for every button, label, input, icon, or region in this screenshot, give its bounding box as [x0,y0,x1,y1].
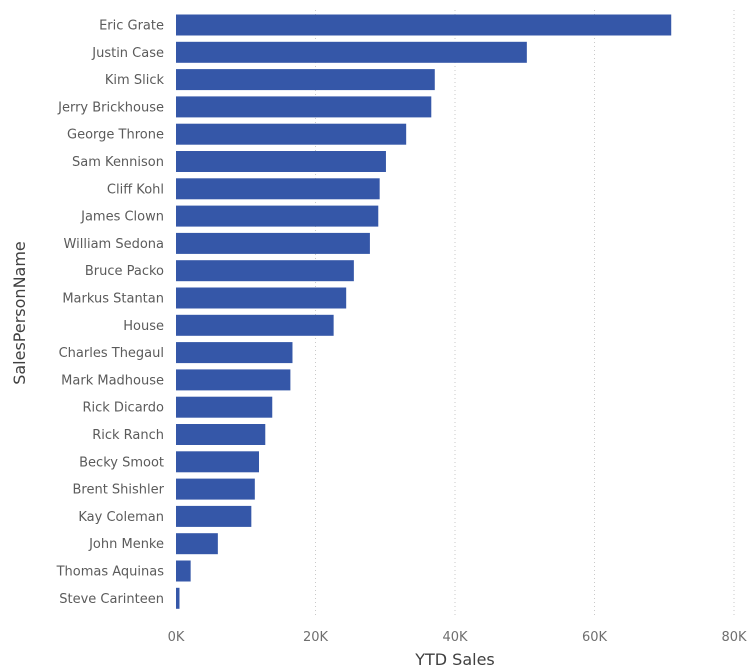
x-tick-labels: 0K 20K 40K 60K 80K [168,630,747,645]
category-label: Markus Stantan [62,292,164,307]
bar[interactable] [176,424,266,445]
bar[interactable] [176,232,370,254]
bar[interactable] [176,396,273,418]
category-label: Eric Grate [99,19,164,34]
bar[interactable] [176,314,334,336]
bar[interactable] [176,123,407,145]
bar[interactable] [176,587,180,609]
x-tick-label: 60K [582,630,608,645]
x-axis-title: YTD Sales [414,650,495,669]
category-label: Justin Case [91,46,164,61]
bar[interactable] [176,533,218,555]
category-label: Rick Dicardo [82,401,164,416]
bar[interactable] [176,41,527,63]
bar[interactable] [176,560,191,582]
x-tick-label: 40K [442,630,468,645]
category-label: House [123,319,164,334]
category-label: Brent Shishler [72,483,164,498]
bar[interactable] [176,14,672,36]
bar[interactable] [176,505,252,527]
bar[interactable] [176,451,260,473]
category-label: George Throne [67,128,164,143]
category-label: James Clown [80,210,164,225]
category-label: Bruce Packo [85,264,164,279]
bar[interactable] [176,178,380,200]
bar[interactable] [176,205,379,227]
category-label: Mark Madhouse [61,373,164,388]
y-axis-title: SalesPersonName [10,241,29,385]
category-label: Kim Slick [105,73,165,88]
category-label: Rick Ranch [92,428,164,443]
category-label: Charles Thegaul [59,346,164,361]
category-label: Jerry Brickhouse [57,100,164,115]
bar[interactable] [176,478,255,500]
x-tick-label: 20K [303,630,329,645]
bars [176,14,672,609]
category-label: John Menke [88,537,164,552]
category-label: Becky Smoot [79,455,164,470]
category-label: Thomas Aquinas [56,565,165,580]
category-label: Steve Carinteen [59,592,164,607]
x-tick-label: 80K [721,630,747,645]
bar[interactable] [176,260,354,282]
bar[interactable] [176,151,386,172]
category-labels: Eric Grate Justin Case Kim Slick Jerry Bric… [56,19,165,607]
bar[interactable] [176,342,293,364]
category-label: Cliff Kohl [107,182,164,197]
bar[interactable] [176,287,347,309]
category-label: Sam Kennison [72,155,164,170]
x-tick-label: 0K [168,630,185,645]
bar[interactable] [176,69,435,91]
category-label: William Sedona [64,237,164,252]
category-label: Kay Coleman [78,510,164,525]
bar[interactable] [176,96,432,118]
bar[interactable] [176,369,291,391]
